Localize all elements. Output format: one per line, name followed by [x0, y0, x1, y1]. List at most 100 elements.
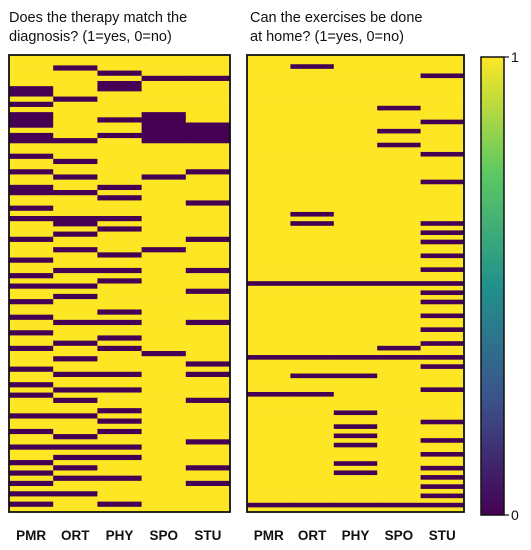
- heatmap-cell: [53, 293, 98, 300]
- heatmap-cell: [141, 226, 187, 232]
- heatmap-cell: [247, 364, 291, 370]
- heatmap-cell: [141, 428, 187, 435]
- heatmap-cell: [377, 161, 421, 167]
- heatmap-cell: [141, 247, 187, 253]
- heatmap-cell: [141, 506, 187, 513]
- heatmap-cell: [247, 91, 291, 97]
- heatmap-cell: [185, 402, 231, 409]
- heatmap-cell: [377, 170, 421, 176]
- heatmap-cell: [333, 327, 378, 333]
- heatmap-cell: [420, 55, 465, 61]
- heatmap-cell: [53, 200, 98, 206]
- heatmap-cell: [247, 295, 291, 301]
- heatmap-cell: [333, 170, 378, 176]
- heatmap-cell: [290, 151, 335, 157]
- heatmap-cell: [97, 101, 142, 108]
- heatmap-cell: [141, 138, 187, 144]
- heatmap-cell: [333, 308, 378, 314]
- heatmap-cell: [185, 127, 231, 134]
- heatmap-cell: [185, 195, 231, 201]
- heatmap-cell: [247, 401, 291, 407]
- heatmap-cell: [53, 169, 98, 175]
- heatmap-cell: [420, 336, 465, 342]
- heatmap-cell: [53, 423, 98, 430]
- heatmap-cell: [141, 408, 187, 414]
- heatmap-cell: [333, 198, 378, 204]
- heatmap-cell: [420, 142, 465, 148]
- heatmap-cell: [9, 434, 54, 440]
- heatmap-cell: [9, 247, 54, 253]
- heatmap-cell: [377, 198, 421, 204]
- x-tick-label: ORT: [298, 528, 327, 543]
- heatmap-cell: [290, 479, 335, 485]
- heatmap-cell: [141, 392, 187, 399]
- heatmap-cell: [53, 314, 98, 321]
- heatmap-cell: [247, 198, 291, 204]
- heatmap-cell: [53, 205, 98, 212]
- heatmap-cell: [53, 257, 98, 264]
- heatmap-cell: [377, 281, 421, 287]
- heatmap-cell: [290, 424, 335, 430]
- heatmap-cell: [420, 313, 465, 319]
- heatmap-cell: [420, 456, 465, 462]
- heatmap-cell: [97, 382, 142, 388]
- heatmap-cell: [185, 408, 231, 414]
- heatmap-cell: [247, 193, 291, 199]
- heatmap-cell: [9, 376, 54, 383]
- heatmap-cell: [247, 110, 291, 116]
- heatmap-cell: [141, 122, 187, 129]
- heatmap-cell: [290, 55, 335, 61]
- heatmap-cell: [247, 331, 291, 337]
- heatmap-cell: [420, 359, 465, 365]
- heatmap-cell: [420, 299, 465, 305]
- heatmap-cell: [97, 340, 142, 347]
- heatmap-cell: [9, 101, 54, 108]
- heatmap-cell: [97, 60, 142, 66]
- heatmap-cell: [420, 276, 465, 282]
- heatmap-cell: [420, 502, 465, 508]
- heatmap-cell: [9, 465, 54, 471]
- heatmap-cell: [53, 231, 98, 238]
- heatmap-cell: [53, 70, 98, 77]
- heatmap-cell: [9, 96, 54, 103]
- heatmap-cell: [420, 488, 465, 494]
- heatmap-cell: [141, 356, 187, 362]
- x-tick-label: STU: [429, 528, 456, 543]
- heatmap-cell: [185, 231, 231, 238]
- heatmap-cell: [185, 236, 231, 243]
- heatmap-cell: [185, 267, 231, 274]
- heatmap-cell: [247, 465, 291, 471]
- heatmap-cell: [185, 491, 231, 497]
- heatmap-cell: [420, 170, 465, 176]
- heatmap-cell: [290, 475, 335, 481]
- heatmap-cell: [247, 451, 291, 458]
- heatmap-cell: [97, 319, 142, 326]
- heatmap-cell: [290, 355, 335, 361]
- heatmap-cell: [333, 442, 378, 448]
- heatmap-cell: [185, 454, 231, 461]
- heatmap-cell: [141, 101, 187, 108]
- heatmap-cell: [141, 106, 187, 113]
- heatmap-cell: [185, 387, 231, 393]
- heatmap-cell: [420, 184, 465, 190]
- heatmap-cell: [377, 115, 421, 121]
- heatmap-cell: [141, 143, 187, 149]
- heatmap-cell: [97, 221, 142, 227]
- heatmap-cell: [420, 484, 465, 490]
- heatmap-cell: [247, 470, 291, 476]
- heatmap-cell: [53, 60, 98, 66]
- heatmap-cell: [420, 281, 465, 287]
- heatmap-cell: [377, 484, 421, 490]
- heatmap-cell: [290, 128, 335, 134]
- heatmap-cell: [97, 262, 142, 269]
- heatmap-cell: [247, 170, 291, 176]
- heatmap-cell: [97, 376, 142, 383]
- heatmap-cell: [420, 433, 465, 439]
- heatmap-cell: [141, 304, 187, 310]
- heatmap-cell: [247, 68, 291, 74]
- heatmap-cell: [247, 479, 291, 485]
- heatmap-cell: [333, 364, 378, 370]
- heatmap-cell: [141, 169, 187, 175]
- heatmap-cell: [420, 470, 465, 476]
